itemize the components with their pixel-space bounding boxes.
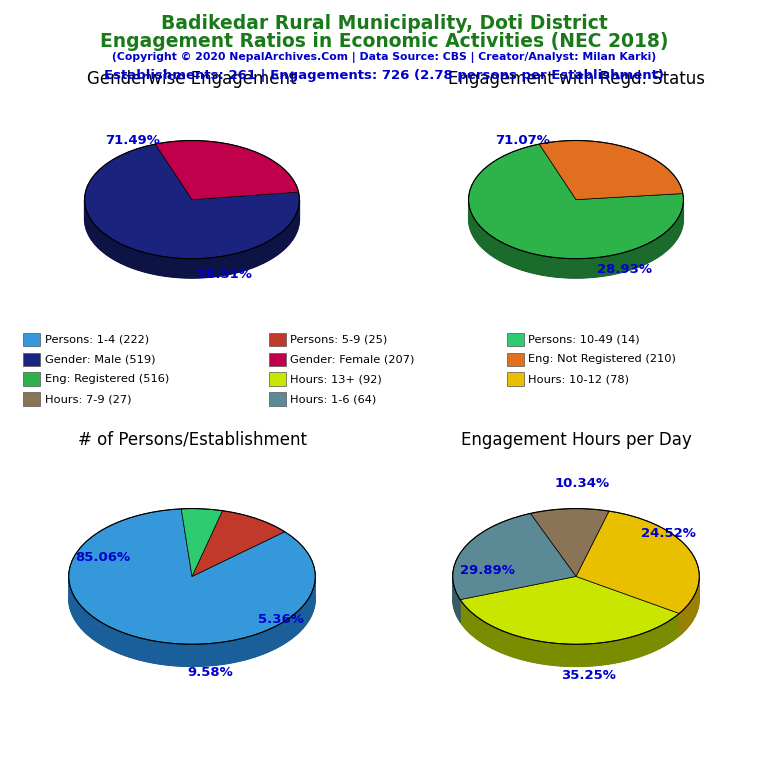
Title: Engagement Hours per Day: Engagement Hours per Day	[461, 431, 691, 449]
Text: 29.89%: 29.89%	[460, 564, 515, 577]
Polygon shape	[531, 508, 609, 577]
Text: Hours: 10-12 (78): Hours: 10-12 (78)	[528, 374, 630, 385]
Text: 28.93%: 28.93%	[597, 263, 652, 276]
Text: Persons: 5-9 (25): Persons: 5-9 (25)	[290, 334, 388, 345]
Polygon shape	[84, 144, 300, 259]
Text: 5.36%: 5.36%	[258, 613, 303, 626]
Text: Hours: 1-6 (64): Hours: 1-6 (64)	[290, 394, 376, 405]
Text: 10.34%: 10.34%	[554, 478, 610, 491]
Title: # of Persons/Establishment: # of Persons/Establishment	[78, 431, 306, 449]
Polygon shape	[452, 514, 576, 600]
Text: Engagement Ratios in Economic Activities (NEC 2018): Engagement Ratios in Economic Activities…	[100, 32, 668, 51]
Text: Persons: 1-4 (222): Persons: 1-4 (222)	[45, 334, 149, 345]
Polygon shape	[84, 200, 300, 278]
Text: 71.49%: 71.49%	[105, 134, 161, 147]
Polygon shape	[69, 509, 316, 644]
Title: Engagement with Regd. Status: Engagement with Regd. Status	[448, 70, 704, 88]
Polygon shape	[460, 600, 679, 667]
Text: 35.25%: 35.25%	[561, 669, 616, 681]
Text: 9.58%: 9.58%	[187, 666, 233, 679]
Text: Hours: 13+ (92): Hours: 13+ (92)	[290, 374, 382, 385]
Text: Eng: Registered (516): Eng: Registered (516)	[45, 374, 169, 385]
Title: Genderwise Engagement: Genderwise Engagement	[88, 70, 296, 88]
Text: Badikedar Rural Municipality, Doti District: Badikedar Rural Municipality, Doti Distr…	[161, 14, 607, 33]
Polygon shape	[539, 141, 683, 200]
Polygon shape	[452, 577, 460, 622]
Text: Persons: 10-49 (14): Persons: 10-49 (14)	[528, 334, 640, 345]
Text: Gender: Male (519): Gender: Male (519)	[45, 354, 155, 365]
Text: 24.52%: 24.52%	[641, 527, 696, 540]
Text: Gender: Female (207): Gender: Female (207)	[290, 354, 415, 365]
Polygon shape	[679, 577, 700, 636]
Polygon shape	[192, 511, 285, 577]
Polygon shape	[576, 511, 700, 614]
Polygon shape	[181, 508, 223, 577]
Polygon shape	[460, 577, 679, 644]
Polygon shape	[69, 578, 315, 667]
Text: 85.06%: 85.06%	[76, 551, 131, 564]
Text: Establishments: 261 | Engagements: 726 (2.78 persons per Establishment): Establishments: 261 | Engagements: 726 (…	[104, 69, 664, 82]
Text: Hours: 7-9 (27): Hours: 7-9 (27)	[45, 394, 131, 405]
Text: 71.07%: 71.07%	[495, 134, 550, 147]
Polygon shape	[155, 141, 299, 200]
Text: (Copyright © 2020 NepalArchives.Com | Data Source: CBS | Creator/Analyst: Milan : (Copyright © 2020 NepalArchives.Com | Da…	[112, 52, 656, 63]
Polygon shape	[468, 201, 684, 278]
Text: 28.51%: 28.51%	[197, 268, 252, 281]
Text: Eng: Not Registered (210): Eng: Not Registered (210)	[528, 354, 677, 365]
Polygon shape	[468, 144, 684, 259]
